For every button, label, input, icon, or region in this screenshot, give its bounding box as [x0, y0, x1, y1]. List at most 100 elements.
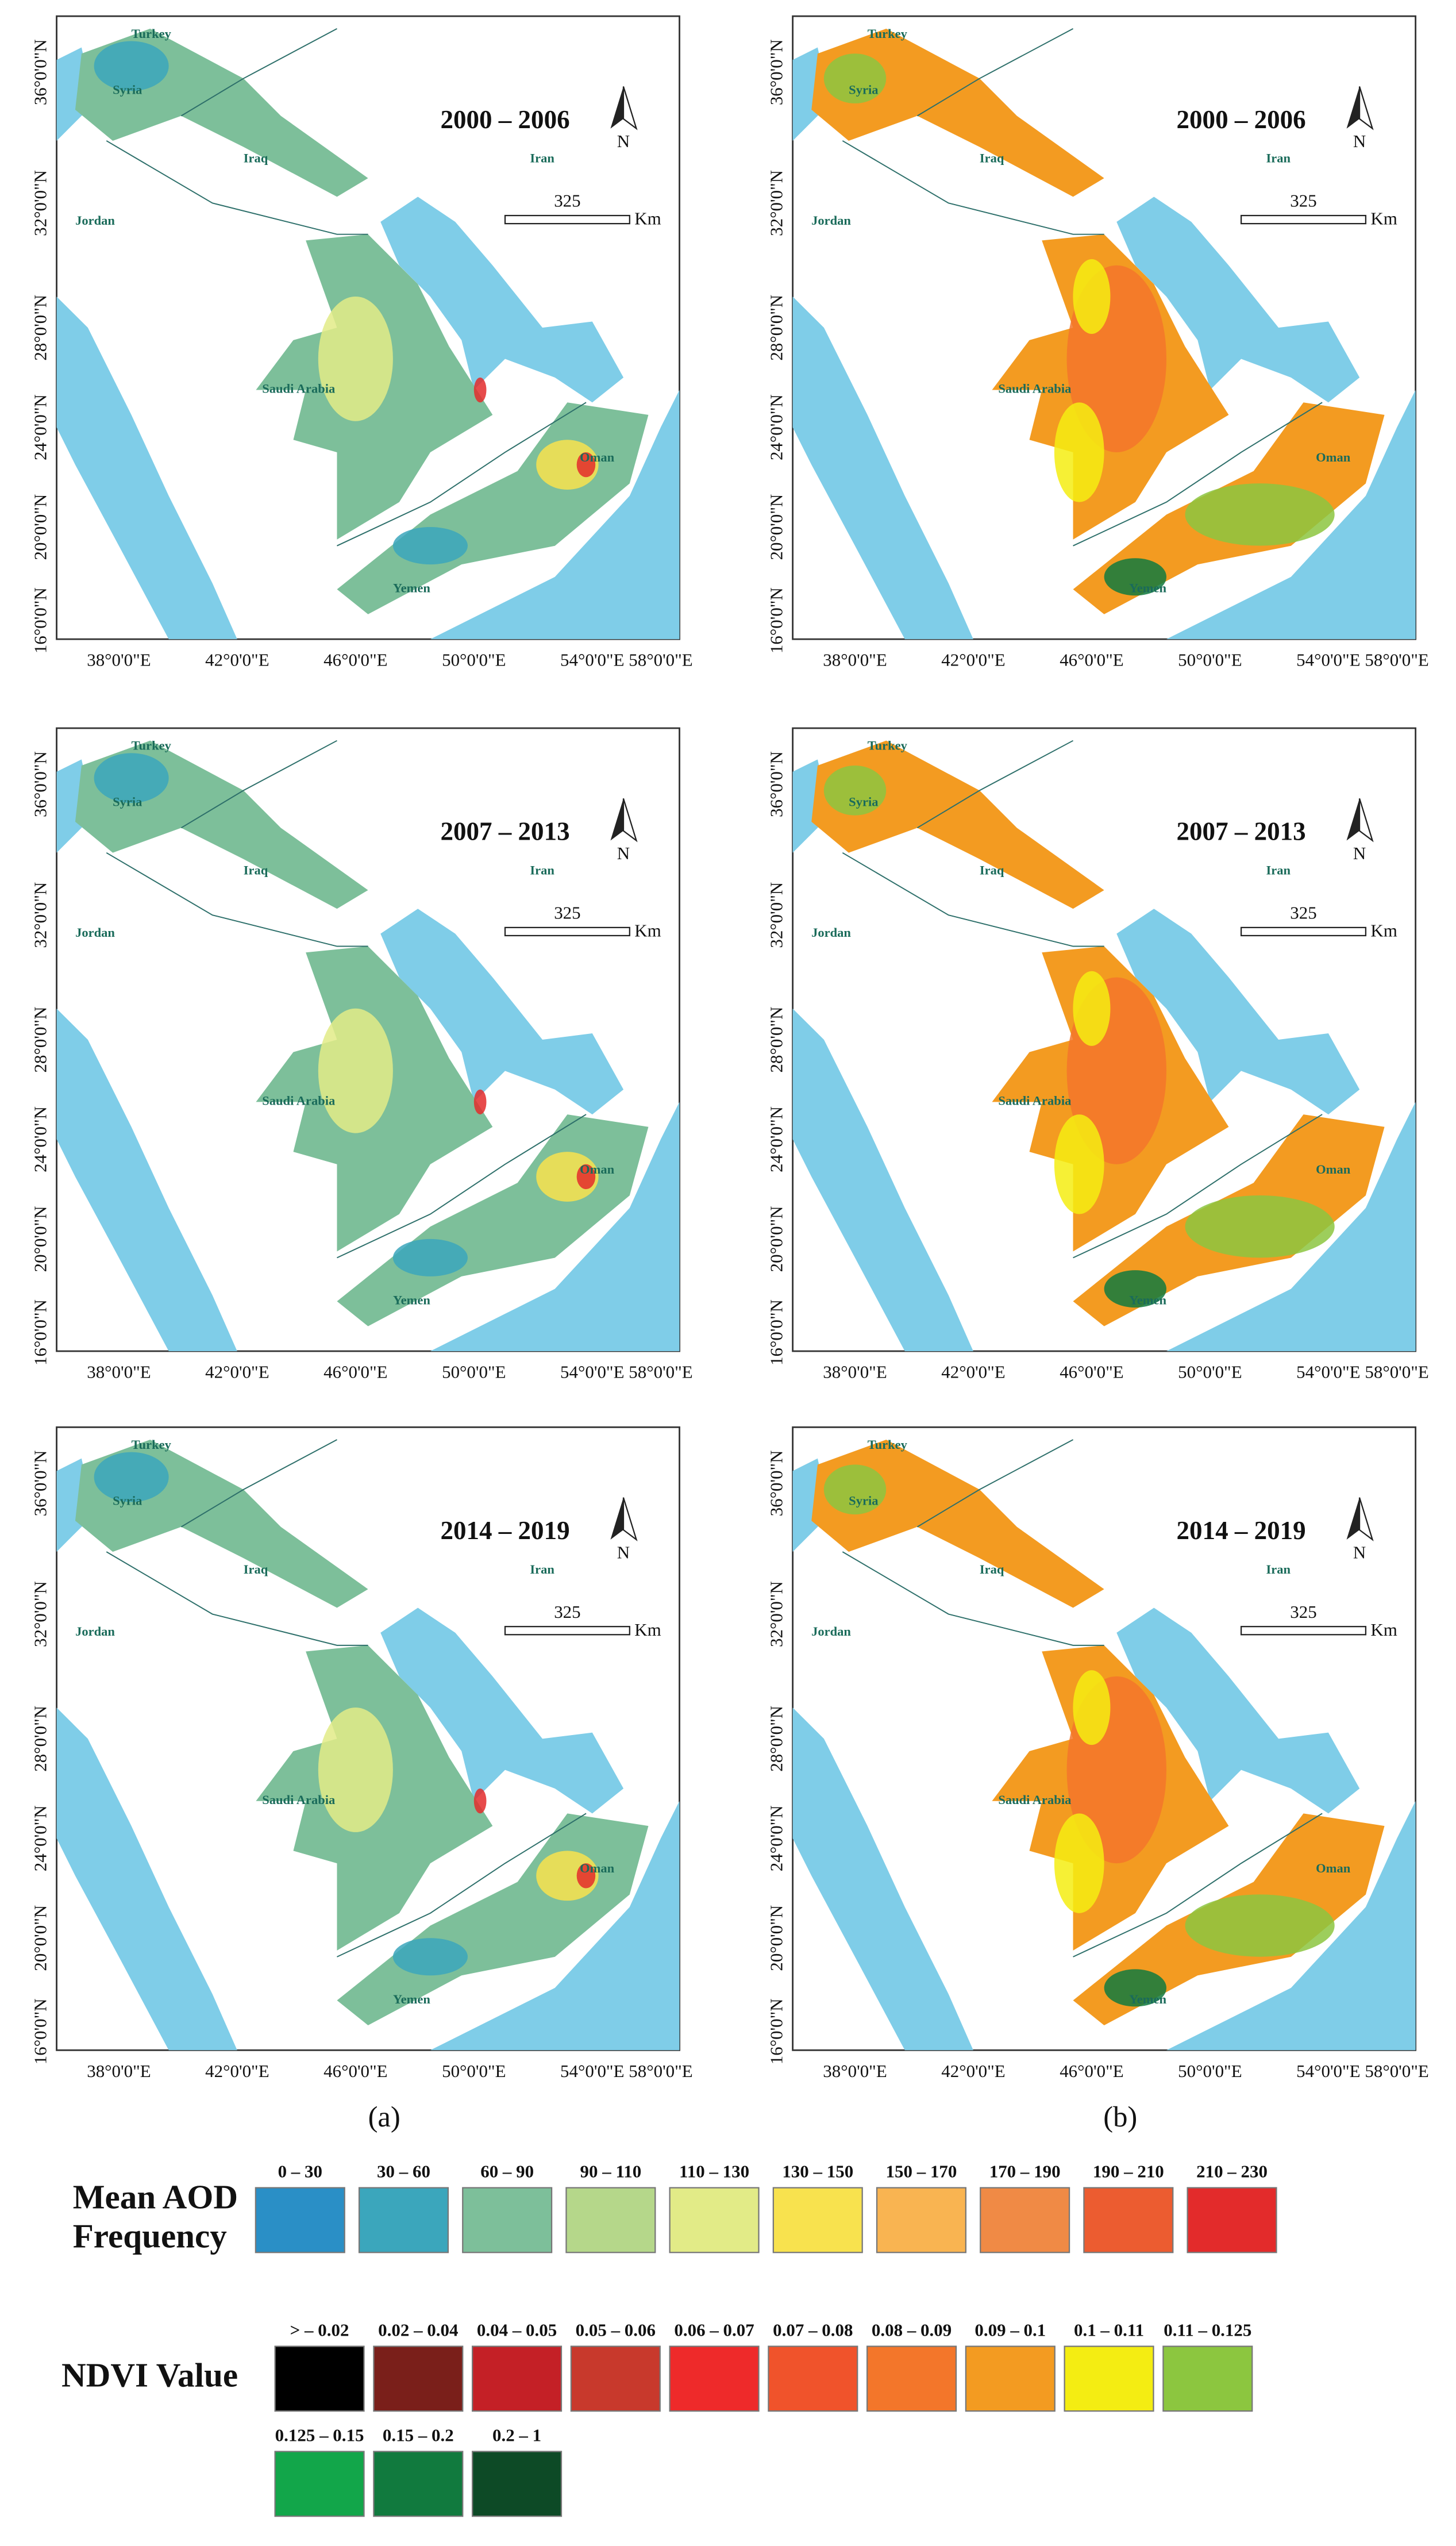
lon-label: 58°0'0"E — [629, 650, 692, 670]
study-area — [811, 28, 1104, 197]
legend-label: 0 – 30 — [278, 2161, 322, 2181]
border — [180, 1439, 337, 1528]
lat-label: 32°0'0"N — [766, 882, 786, 948]
lon-label: 38°0'0"E — [823, 1362, 887, 1382]
legend-label: 190 – 210 — [1093, 2161, 1164, 2181]
class-patch — [1185, 483, 1335, 546]
lon-label: 38°0'0"E — [823, 650, 887, 670]
place-name: Yemen — [393, 581, 431, 595]
legend-swatch — [358, 2187, 449, 2253]
place-name: Turkey — [868, 26, 908, 41]
place-name: Saudi Arabia — [262, 1094, 335, 1108]
place-name: Oman — [580, 450, 615, 464]
sea — [430, 390, 680, 640]
north-arrow — [610, 1497, 623, 1540]
class-patch — [1054, 402, 1104, 502]
legend-label: 130 – 150 — [782, 2161, 853, 2181]
scale-unit: Km — [634, 1620, 661, 1640]
legend-swatch — [1064, 2345, 1154, 2412]
lon-label: 54°0'0"E — [560, 650, 624, 670]
period-title: 2007 – 2013 — [1177, 817, 1306, 846]
lon-label: 58°0'0"E — [1365, 650, 1428, 670]
lat-label: 28°0'0"N — [30, 1706, 50, 1772]
place-name: Turkey — [132, 26, 172, 41]
lat-label: 16°0'0"N — [766, 587, 786, 653]
class-patch — [1104, 558, 1167, 596]
border — [106, 140, 368, 235]
legend-label: 0.11 – 0.125 — [1164, 2320, 1251, 2340]
sea — [1166, 390, 1416, 640]
scale-unit: Km — [1370, 920, 1397, 940]
scale-unit: Km — [1370, 1620, 1397, 1640]
border — [1073, 1813, 1323, 1957]
place-name: Oman — [1316, 1162, 1351, 1176]
place-name: Iran — [1266, 863, 1291, 877]
legend-label: 90 – 110 — [580, 2161, 642, 2181]
place-name: Iraq — [244, 151, 268, 166]
map-panel: Turkey Syria Iraq Iran Jordan Saudi Arabia Oma… — [30, 727, 693, 1382]
lon-label: 58°0'0"E — [629, 2061, 692, 2081]
scale-value: 325 — [554, 191, 580, 211]
legend-label: 0.15 – 0.2 — [383, 2425, 454, 2445]
place-name: Iran — [530, 1562, 554, 1576]
lat-label: 16°0'0"N — [766, 1299, 786, 1366]
place-name: Jordan — [75, 1624, 115, 1639]
border — [842, 1551, 1104, 1646]
north-arrow — [1346, 798, 1360, 841]
lon-label: 50°0'0"E — [442, 650, 506, 670]
north-label: N — [1353, 843, 1366, 863]
place-name: Yemen — [1129, 581, 1167, 595]
lon-label: 42°0'0"E — [205, 2061, 269, 2081]
lat-label: 24°0'0"N — [30, 1805, 50, 1871]
period-title: 2000 – 2006 — [1177, 105, 1306, 134]
lon-label: 50°0'0"E — [442, 1362, 506, 1382]
lat-label: 16°0'0"N — [30, 587, 50, 653]
place-name: Iraq — [244, 1562, 268, 1576]
sea — [430, 1801, 680, 2051]
sea — [1116, 1607, 1360, 1814]
place-name: Iraq — [980, 1562, 1004, 1576]
lon-label: 54°0'0"E — [560, 1362, 624, 1382]
border — [337, 1813, 587, 1957]
lon-label: 38°0'0"E — [823, 2061, 887, 2081]
legend-swatch — [866, 2345, 957, 2412]
place-name: Saudi Arabia — [998, 1793, 1071, 1807]
legend-label: 0.2 – 1 — [492, 2425, 541, 2445]
lat-label: 24°0'0"N — [30, 394, 50, 460]
lon-label: 42°0'0"E — [941, 2061, 1005, 2081]
legend-swatch — [472, 2451, 563, 2517]
border — [842, 140, 1104, 235]
lon-label: 38°0'0"E — [87, 650, 151, 670]
legend-label: 0.07 – 0.08 — [773, 2320, 853, 2340]
place-name: Jordan — [75, 213, 115, 228]
lat-label: 36°0'0"N — [766, 751, 786, 817]
legend-swatch — [274, 2451, 365, 2517]
north-arrow — [1346, 1497, 1360, 1540]
place-name: Iraq — [980, 863, 1004, 877]
class-patch — [1054, 1813, 1104, 1913]
legend-swatch — [876, 2187, 967, 2253]
border — [106, 852, 368, 947]
period-title: 2014 – 2019 — [1177, 1516, 1306, 1545]
sea — [1166, 1801, 1416, 2051]
scale-bar — [504, 926, 630, 937]
north-arrow — [1358, 86, 1374, 130]
sea — [1166, 1102, 1416, 1351]
class-patch — [1054, 1114, 1104, 1214]
lat-label: 32°0'0"N — [30, 882, 50, 948]
place-name: Oman — [580, 1162, 615, 1176]
place-name: Jordan — [811, 925, 851, 940]
lon-label: 50°0'0"E — [1178, 1362, 1242, 1382]
legend-swatch — [255, 2187, 345, 2253]
lat-label: 36°0'0"N — [30, 39, 50, 105]
north-label: N — [1353, 1542, 1366, 1562]
lat-label: 20°0'0"N — [30, 1905, 50, 1971]
place-name: Turkey — [868, 739, 908, 753]
place-name: Saudi Arabia — [998, 382, 1071, 396]
lat-label: 28°0'0"N — [766, 1007, 786, 1073]
study-area — [811, 740, 1104, 909]
legend-title: NDVI Value — [61, 2356, 238, 2394]
legend-swatch — [1083, 2187, 1174, 2253]
scale-bar — [1240, 926, 1367, 937]
